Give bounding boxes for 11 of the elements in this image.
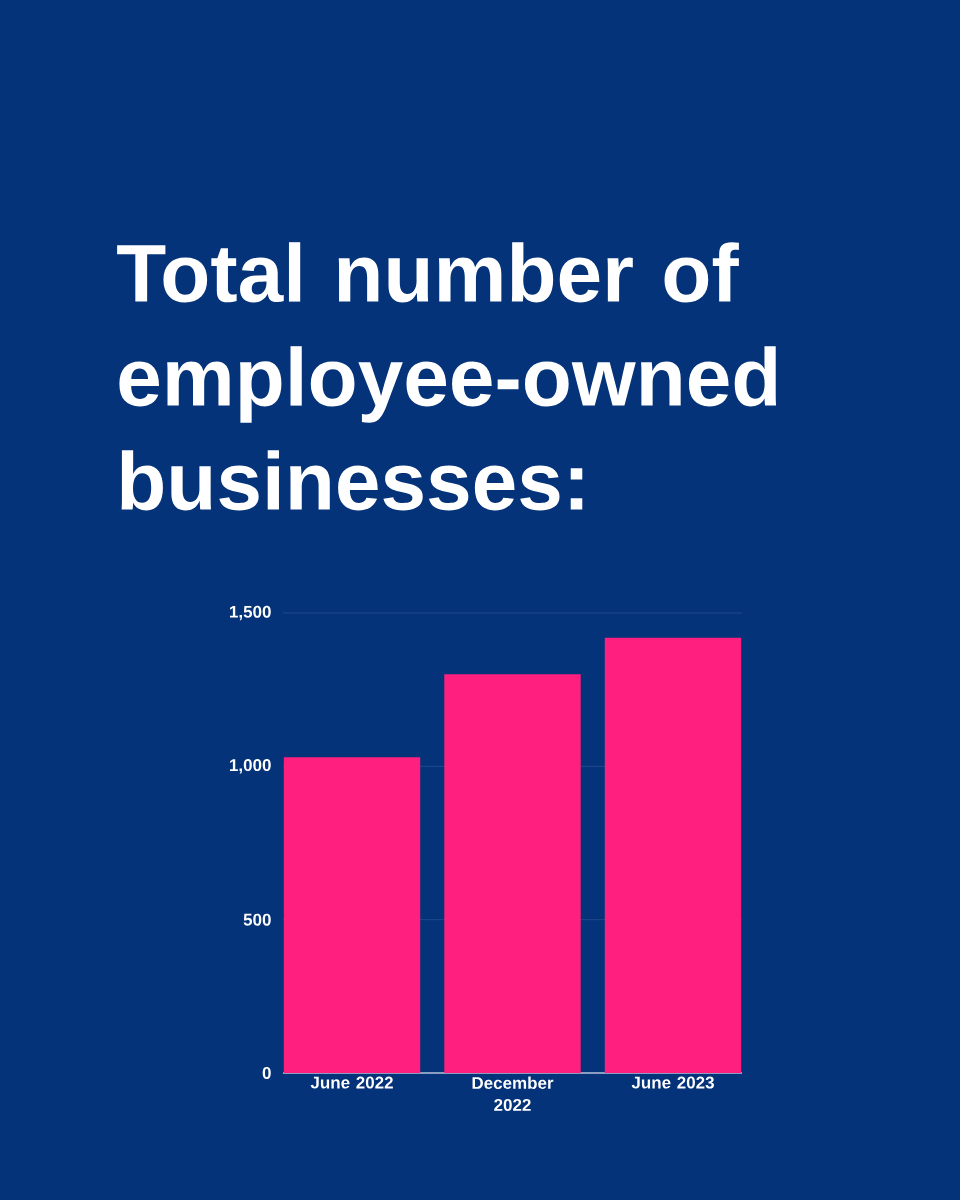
x-tick-label: December 2022 bbox=[472, 1076, 554, 1112]
y-tick-label: 0 bbox=[262, 1066, 271, 1080]
bar bbox=[444, 674, 581, 1073]
x-tick-label: June 2022 bbox=[310, 1076, 393, 1089]
bar bbox=[283, 757, 421, 1073]
y-tick-label: 1,000 bbox=[229, 759, 271, 774]
bar bbox=[604, 637, 742, 1073]
y-tick-label: 1,500 bbox=[229, 605, 271, 621]
chart-title: Total number of employee-owned businesses: bbox=[117, 242, 777, 511]
y-tick-label: 500 bbox=[243, 913, 271, 926]
x-tick-label: June 2023 bbox=[631, 1076, 714, 1089]
